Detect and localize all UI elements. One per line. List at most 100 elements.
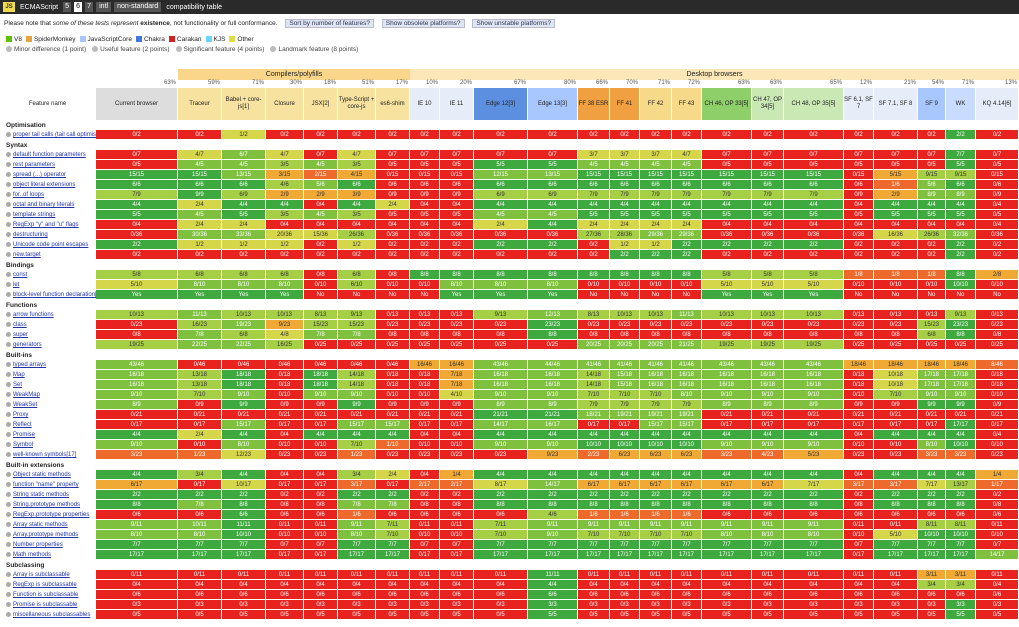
result-cell[interactable]: 6/17	[702, 480, 752, 490]
tab-non-standard[interactable]: non-standard	[114, 2, 162, 12]
result-cell[interactable]: 0/9	[178, 400, 222, 410]
result-cell[interactable]: 4/4	[528, 200, 578, 210]
result-cell[interactable]: 0/5	[918, 610, 946, 620]
result-cell[interactable]: 9/10	[474, 440, 528, 450]
result-cell[interactable]: 10/10	[578, 440, 610, 450]
result-cell[interactable]: 0/13	[410, 310, 440, 320]
result-cell[interactable]: 4/4	[338, 200, 376, 210]
result-cell[interactable]: Yes	[222, 290, 266, 300]
result-cell[interactable]: 0/5	[304, 610, 338, 620]
result-cell[interactable]: 0/2	[640, 130, 672, 140]
result-cell[interactable]: 6/9	[222, 190, 266, 200]
result-cell[interactable]: 3/3	[946, 600, 976, 610]
result-cell[interactable]: 14/18	[578, 380, 610, 390]
result-cell[interactable]: 4/4	[610, 200, 640, 210]
result-cell[interactable]: 15/15	[752, 170, 784, 180]
result-cell[interactable]: 0/11	[844, 570, 874, 580]
result-cell[interactable]: 0/21	[222, 410, 266, 420]
result-cell[interactable]: 2/4	[672, 220, 702, 230]
result-cell[interactable]: 10/10	[640, 440, 672, 450]
result-cell[interactable]: 8/10	[222, 440, 266, 450]
result-cell[interactable]: 0/46	[304, 360, 338, 370]
result-cell[interactable]: 0/4	[874, 220, 918, 230]
result-cell[interactable]: 3/5	[266, 160, 304, 170]
result-cell[interactable]: 0/4	[578, 580, 610, 590]
result-cell[interactable]: 0/4	[266, 470, 304, 480]
result-cell[interactable]: 0/5	[702, 610, 752, 620]
result-cell[interactable]: 0/10	[266, 440, 304, 450]
result-cell[interactable]: 4/4	[702, 470, 752, 480]
result-cell[interactable]: 0/11	[874, 570, 918, 580]
result-cell[interactable]: 18/18	[222, 370, 266, 380]
result-cell[interactable]: 2/2	[474, 240, 528, 250]
result-cell[interactable]: 0/7	[376, 150, 410, 160]
result-cell[interactable]: 9/10	[528, 530, 578, 540]
result-cell[interactable]: 30/36	[178, 230, 222, 240]
result-cell[interactable]: 0/2	[784, 130, 844, 140]
result-cell[interactable]: 0/9	[874, 400, 918, 410]
result-cell[interactable]: 4/7	[178, 150, 222, 160]
result-cell[interactable]: 0/25	[946, 340, 976, 350]
result-cell[interactable]: 9/11	[640, 520, 672, 530]
result-cell[interactable]: 0/5	[474, 610, 528, 620]
result-cell[interactable]: 8/8	[946, 500, 976, 510]
result-cell[interactable]: 15/15	[610, 170, 640, 180]
result-cell[interactable]: 20/25	[578, 340, 610, 350]
result-cell[interactable]: 0/3	[338, 600, 376, 610]
result-cell[interactable]: 20/25	[640, 340, 672, 350]
result-cell[interactable]: 5/5	[96, 210, 178, 220]
sort-toggle[interactable]: Sort by number of features?	[285, 19, 374, 28]
result-cell[interactable]: 4/4	[918, 470, 946, 480]
result-cell[interactable]: 16/18	[96, 380, 178, 390]
result-cell[interactable]: 2/2	[918, 490, 946, 500]
result-cell[interactable]: 8/8	[610, 270, 640, 280]
result-cell[interactable]: 7/7	[376, 540, 410, 550]
result-cell[interactable]: 0/25	[474, 340, 528, 350]
result-cell[interactable]: 8/10	[222, 280, 266, 290]
result-cell[interactable]: 0/23	[702, 320, 752, 330]
result-cell[interactable]: 0/8	[672, 330, 702, 340]
result-cell[interactable]: 0/2	[976, 130, 1019, 140]
result-cell[interactable]: 0/36	[96, 230, 178, 240]
result-cell[interactable]: 0/9	[410, 400, 440, 410]
result-cell[interactable]: 15/15	[96, 170, 178, 180]
column-header[interactable]: FF 41	[610, 88, 640, 120]
result-cell[interactable]: 15/15	[178, 170, 222, 180]
column-header[interactable]: Current browser	[96, 88, 178, 120]
result-cell[interactable]: 2/2	[874, 490, 918, 500]
result-cell[interactable]: 5/5	[784, 210, 844, 220]
result-cell[interactable]: 7/9	[672, 400, 702, 410]
result-cell[interactable]: 0/4	[266, 580, 304, 590]
result-cell[interactable]: No	[946, 290, 976, 300]
result-cell[interactable]: 4/4	[222, 200, 266, 210]
result-cell[interactable]: 9/10	[96, 390, 178, 400]
result-cell[interactable]: 0/6	[304, 590, 338, 600]
result-cell[interactable]: 0/18	[266, 370, 304, 380]
result-cell[interactable]: 4/4	[918, 200, 946, 210]
result-cell[interactable]: 0/10	[918, 280, 946, 290]
result-cell[interactable]: 0/2	[874, 240, 918, 250]
result-cell[interactable]: 7/7	[610, 540, 640, 550]
column-header[interactable]: FF 38 ESR	[578, 88, 610, 120]
result-cell[interactable]: 0/5	[410, 610, 440, 620]
result-cell[interactable]: 18/18	[222, 380, 266, 390]
result-cell[interactable]: 6/6	[610, 180, 640, 190]
result-cell[interactable]: 0/6	[410, 510, 440, 520]
result-cell[interactable]: 7/9	[610, 400, 640, 410]
result-cell[interactable]: 0/17	[844, 550, 874, 560]
result-cell[interactable]: 0/5	[410, 210, 440, 220]
result-cell[interactable]: 5/10	[874, 530, 918, 540]
result-cell[interactable]: 0/11	[266, 570, 304, 580]
result-cell[interactable]: 7/18	[440, 380, 474, 390]
result-cell[interactable]: 5/5	[874, 210, 918, 220]
result-cell[interactable]: 21/21	[474, 410, 528, 420]
result-cell[interactable]: 4/4	[474, 200, 528, 210]
result-cell[interactable]: 0/15	[844, 170, 874, 180]
result-cell[interactable]: 0/23	[410, 450, 440, 460]
result-cell[interactable]: 4/4	[338, 430, 376, 440]
result-cell[interactable]: 0/3	[874, 600, 918, 610]
result-cell[interactable]: 4/4	[918, 430, 946, 440]
result-cell[interactable]: 0/4	[672, 580, 702, 590]
result-cell[interactable]: 7/7	[222, 540, 266, 550]
result-cell[interactable]: 8/9	[702, 400, 752, 410]
